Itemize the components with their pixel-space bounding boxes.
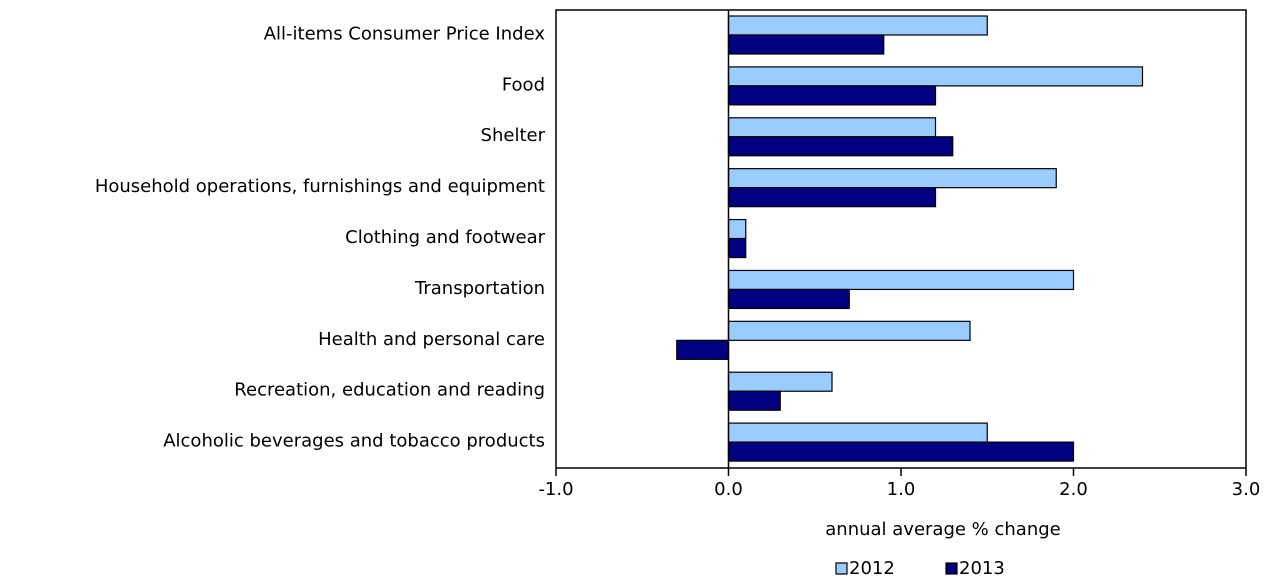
y-tick-label: Clothing and footwear: [345, 227, 545, 248]
bar: [727, 441, 1075, 462]
y-tick-label: Recreation, education and reading: [234, 380, 545, 401]
legend-label: 2013: [959, 558, 1005, 579]
y-tick-label: Household operations, furnishings and eq…: [95, 176, 545, 197]
bar: [727, 390, 781, 411]
y-tick-label: All-items Consumer Price Index: [264, 23, 546, 44]
x-tick-label: 2.0: [1059, 479, 1088, 500]
bar: [727, 269, 1075, 291]
bar: [727, 15, 988, 36]
bar: [727, 85, 937, 106]
x-tick-label: 0.0: [714, 479, 743, 500]
bar: [727, 288, 850, 310]
x-tick-label: 1.0: [887, 479, 916, 500]
bar: [727, 34, 885, 55]
bar: [727, 320, 971, 341]
bar: [727, 422, 988, 443]
bar: [727, 187, 937, 208]
bar: [727, 168, 1057, 189]
bar: [727, 66, 1144, 87]
y-tick-label: Health and personal care: [318, 329, 545, 350]
bar: [727, 136, 954, 157]
legend-swatch: [835, 562, 848, 575]
y-tick-label: Alcoholic beverages and tobacco products: [163, 431, 545, 452]
x-tick-label: -1.0: [538, 479, 573, 500]
x-tick-label: 3.0: [1232, 479, 1261, 500]
y-tick-label: Transportation: [414, 278, 545, 299]
bar: [676, 339, 730, 360]
legend-swatch: [945, 562, 958, 575]
legend-label: 2012: [849, 558, 895, 579]
x-axis-title: annual average % change: [825, 519, 1061, 540]
y-tick-label: Food: [502, 74, 545, 95]
y-tick-label: Shelter: [481, 125, 546, 146]
bar: [727, 218, 747, 240]
bar: [727, 371, 833, 392]
bar: [727, 117, 937, 138]
bar: [727, 237, 747, 259]
